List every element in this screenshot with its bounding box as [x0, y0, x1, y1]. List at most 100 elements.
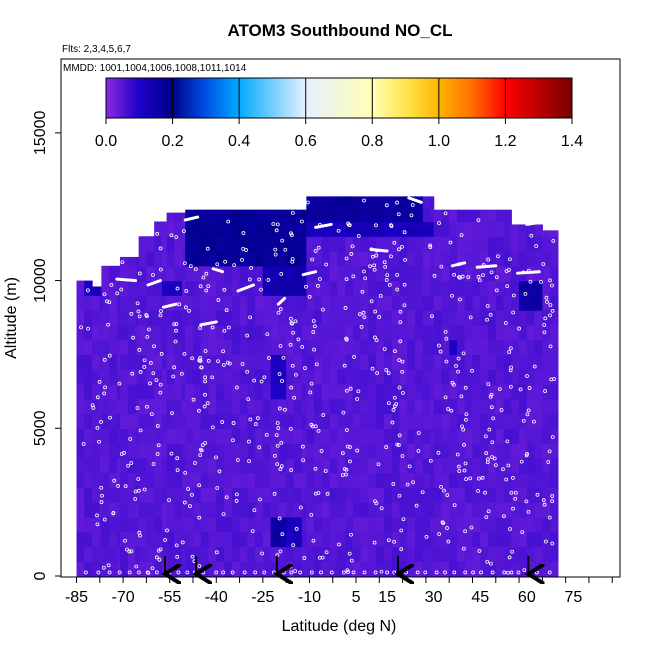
- heatmap-cell: [166, 487, 175, 503]
- heatmap-cell: [127, 443, 137, 459]
- sample-point: [199, 365, 203, 370]
- sample-point: [510, 549, 515, 554]
- heatmap-cell: [368, 413, 377, 429]
- sample-point: [369, 247, 374, 252]
- heatmap-cell: [495, 516, 505, 533]
- heatmap-cell: [329, 546, 338, 562]
- heatmap-cell: [376, 369, 385, 385]
- heatmap-cell: [99, 383, 102, 400]
- heatmap-cell: [368, 206, 377, 223]
- sample-point: [81, 442, 86, 446]
- sample-point: [257, 445, 262, 450]
- heatmap-cell: [127, 413, 137, 429]
- sample-point: [173, 339, 178, 344]
- heatmap-cell: [415, 457, 424, 474]
- heatmap-cell: [345, 324, 354, 341]
- heatmap-cell: [192, 531, 202, 548]
- sample-point: [205, 246, 210, 251]
- heatmap-cell: [430, 561, 435, 577]
- heatmap-cell: [399, 457, 408, 474]
- heatmap-cell: [345, 295, 354, 311]
- sample-point: [511, 310, 516, 315]
- sample-point: [409, 213, 414, 218]
- heatmap-cell: [550, 531, 559, 548]
- heatmap-cell: [534, 224, 543, 237]
- heatmap-cell: [286, 398, 295, 415]
- heatmap-cell: [262, 443, 272, 459]
- heatmap-cell: [247, 324, 256, 341]
- heatmap-cell: [101, 428, 110, 444]
- heatmap-cell: [391, 383, 401, 400]
- heatmap-cell: [239, 209, 248, 223]
- heatmap-cell: [116, 354, 121, 370]
- heatmap-cell: [231, 221, 241, 237]
- sample-point: [214, 550, 219, 555]
- sample-point: [443, 211, 448, 216]
- heatmap-cell: [216, 443, 225, 459]
- sample-point: [384, 278, 389, 282]
- sample-point: [248, 315, 253, 320]
- heatmap-cell: [262, 310, 272, 326]
- heatmap-cell: [449, 251, 458, 267]
- sample-point: [392, 404, 397, 409]
- sample-point: [376, 462, 381, 467]
- heatmap-cell: [174, 354, 183, 370]
- heatmap-cell: [526, 487, 536, 503]
- sample-point: [184, 289, 189, 293]
- heatmap-cell: [430, 354, 435, 370]
- sample-point: [122, 451, 126, 455]
- heatmap-cell: [352, 487, 362, 503]
- heatmap-cell: [534, 295, 543, 311]
- sample-point: [468, 315, 473, 320]
- sample-point: [521, 270, 526, 275]
- heatmap-cell: [306, 295, 315, 311]
- heatmap-cell: [161, 531, 168, 548]
- heatmap-cell: [376, 251, 385, 267]
- heatmap-cell: [255, 236, 264, 252]
- sample-point: [385, 570, 390, 575]
- sample-point: [260, 551, 264, 556]
- heatmap-cell: [109, 502, 118, 518]
- heatmap-cell: [391, 413, 401, 429]
- sample-point: [252, 378, 257, 383]
- heatmap-cell: [76, 324, 85, 341]
- heatmap-cell: [488, 561, 497, 577]
- heatmap-cell: [224, 265, 233, 282]
- heatmap-cell: [146, 265, 155, 282]
- heatmap-cell: [185, 531, 194, 548]
- heatmap-cell: [314, 369, 323, 385]
- sample-point: [151, 273, 155, 277]
- heatmap-cell: [542, 502, 551, 518]
- y-axis-title: Altitude (m): [3, 277, 20, 359]
- sample-point: [356, 234, 361, 238]
- sample-point: [452, 570, 457, 575]
- sample-point: [245, 333, 250, 338]
- sample-point: [550, 435, 555, 439]
- heatmap-cell: [185, 457, 194, 474]
- heatmap-cell: [270, 280, 279, 296]
- heatmap-cell: [192, 310, 202, 326]
- heatmap-cell: [503, 354, 512, 370]
- heatmap-cell: [441, 236, 450, 252]
- sample-point: [103, 385, 107, 390]
- sample-point: [439, 264, 444, 269]
- heatmap-cell: [456, 354, 466, 370]
- heatmap-cell: [360, 251, 370, 267]
- sample-point: [548, 278, 552, 283]
- heatmap-cell: [200, 516, 210, 533]
- heatmap-cell: [472, 295, 481, 311]
- heatmap-cell: [511, 369, 520, 385]
- heatmap-cell: [360, 265, 370, 282]
- heatmap-cell: [526, 310, 536, 326]
- heatmap-cell: [519, 502, 528, 518]
- heatmap-cell: [262, 265, 272, 282]
- sample-point: [311, 330, 316, 334]
- heatmap-cell: [415, 383, 424, 400]
- heatmap-cell: [376, 265, 385, 282]
- sample-point: [272, 491, 277, 496]
- sample-point: [293, 319, 298, 324]
- heatmap-cell: [154, 428, 163, 444]
- heatmap-cell: [182, 516, 186, 533]
- sample-point: [532, 419, 536, 424]
- sample-point: [123, 484, 128, 489]
